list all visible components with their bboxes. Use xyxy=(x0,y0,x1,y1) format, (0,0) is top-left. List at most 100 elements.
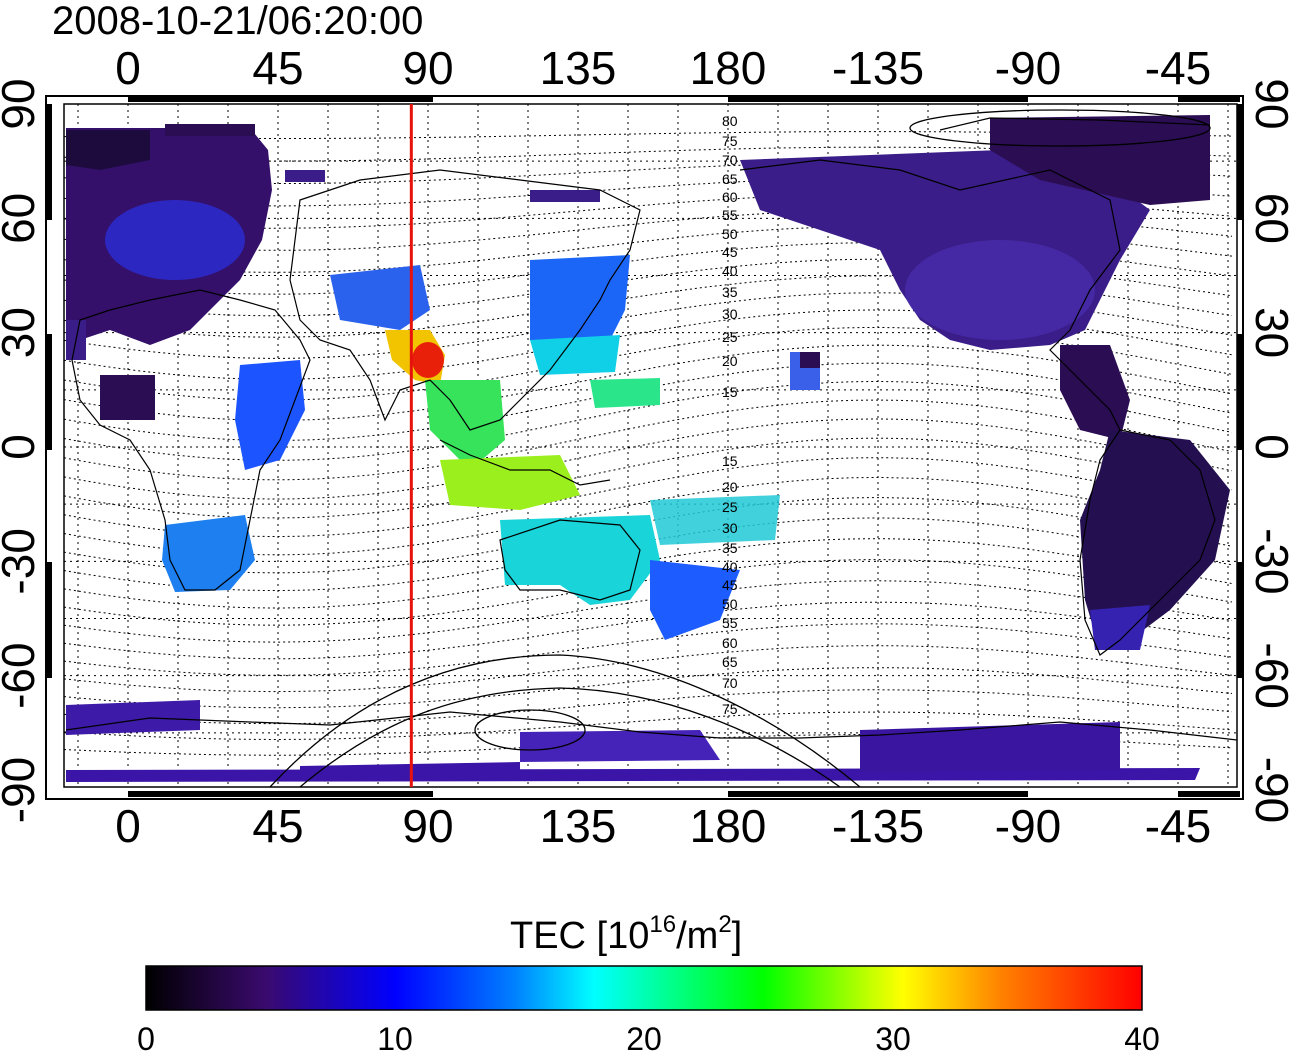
right-lat-label: 0 xyxy=(1246,434,1292,460)
tec-patch-arctic-asia xyxy=(285,170,325,182)
bottom-lon-label: 135 xyxy=(540,800,617,852)
bottom-lon-label: -45 xyxy=(1145,800,1211,852)
magnetic-latitude-line xyxy=(64,645,1233,693)
right-lat-label: 90 xyxy=(1246,78,1292,129)
magnetic-lat-label: 15 xyxy=(722,453,738,469)
top-lon-label: 90 xyxy=(402,42,453,94)
left-lat-label: 90 xyxy=(0,78,44,129)
magnetic-lat-label: 65 xyxy=(722,654,738,670)
tec-patch-canada-arctic xyxy=(990,115,1210,205)
magnetic-latitude-line xyxy=(64,580,1233,643)
magnetic-lat-label: 35 xyxy=(722,540,738,556)
bottom-lon-label: 90 xyxy=(402,800,453,852)
magnetic-latitude-line xyxy=(64,292,1233,359)
left-lat-label: -90 xyxy=(0,757,44,823)
tec-peak-india xyxy=(412,342,444,378)
magnetic-latitude-line xyxy=(64,497,1233,574)
tec-patch-australia xyxy=(500,515,660,605)
bottom-lon-label: -90 xyxy=(995,800,1061,852)
colorbar xyxy=(145,965,1143,1011)
magnetic-latitude-line xyxy=(64,258,1233,317)
magnetic-lat-label: 70 xyxy=(722,152,738,168)
tec-patch-se-asia xyxy=(425,380,505,470)
tec-patch-south-pacific xyxy=(650,495,780,545)
top-lon-label: -135 xyxy=(832,42,924,94)
colorbar-tick-label: 10 xyxy=(377,1021,413,1057)
tec-patch-usa-core xyxy=(905,240,1095,340)
magnetic-lat-label: 50 xyxy=(722,226,738,242)
tec-patch-antarctic-coast xyxy=(520,730,720,762)
magnetic-lat-label: 55 xyxy=(722,615,738,631)
coastlines xyxy=(65,117,1237,741)
magnetic-latitude-line xyxy=(64,418,1233,500)
magnetic-latitude-labels: 80 75 70 65 60 55 50 45 40 35 30 25 20 15 15 20 25 30 35 40… xyxy=(722,113,738,717)
magnetic-lat-label: 50 xyxy=(722,596,738,612)
colorbar-ticks: 0 10 20 30 40 xyxy=(137,1021,1160,1057)
right-lat-label: -90 xyxy=(1246,757,1292,823)
magnetic-lat-label: 65 xyxy=(722,171,738,187)
tec-patch-north-atlantic xyxy=(66,130,150,170)
colorbar-tick-label: 20 xyxy=(626,1021,662,1057)
magnetic-latitude-line xyxy=(64,193,1233,229)
top-lon-label: 135 xyxy=(540,42,617,94)
magnetic-latitude-line xyxy=(64,667,1233,709)
top-lon-label: -90 xyxy=(995,42,1061,94)
magnetic-lat-label: 30 xyxy=(722,306,738,322)
magnetic-latitude-line xyxy=(64,689,1233,725)
colorbar-tick-label: 30 xyxy=(875,1021,911,1057)
colorbar-tick-label: 40 xyxy=(1124,1021,1160,1057)
magnetic-lat-label: 20 xyxy=(722,479,738,495)
magnetic-lat-label: 75 xyxy=(722,701,738,717)
tec-patch-patagonia xyxy=(1090,605,1150,650)
magnetic-lat-label: 70 xyxy=(722,675,738,691)
right-lat-label: 30 xyxy=(1246,307,1292,358)
magnetic-latitude-line xyxy=(64,559,1233,626)
colorbar-title: TEC [1016/m2] xyxy=(510,911,742,957)
left-lat-label: -60 xyxy=(0,642,44,708)
magnetic-latitude-line xyxy=(64,275,1233,338)
magnetic-pole-contours xyxy=(269,109,1211,787)
tec-patch-south-africa xyxy=(162,515,255,592)
magnetic-latitude-line xyxy=(64,457,1233,537)
magnetic-lat-label: 25 xyxy=(722,499,738,515)
bottom-lon-label: 0 xyxy=(115,800,141,852)
bottom-lon-label: 45 xyxy=(252,800,303,852)
magnetic-latitude-line xyxy=(64,477,1233,556)
left-lat-label: 0 xyxy=(0,434,44,460)
bottom-lon-label: -135 xyxy=(832,800,924,852)
tec-patch-antarctica-east xyxy=(860,722,1120,772)
right-latitude-labels: 90 60 30 0 -30 -60 -90 xyxy=(1246,78,1292,823)
magnetic-latitude-line xyxy=(64,517,1233,591)
magnetic-latitude-line xyxy=(64,538,1233,609)
top-lon-label: -45 xyxy=(1145,42,1211,94)
tec-patch-arctic-europe xyxy=(165,124,255,136)
bottom-lon-label: 180 xyxy=(690,800,767,852)
magnetic-lat-label: 40 xyxy=(722,263,738,279)
magnetic-lat-label: 25 xyxy=(722,329,738,345)
left-lat-label: 30 xyxy=(0,307,44,358)
magnetic-lat-label: 75 xyxy=(722,133,738,149)
magnetic-latitude-line xyxy=(64,437,1233,519)
top-lon-label: 180 xyxy=(690,42,767,94)
left-latitude-labels: 90 60 30 0 -30 -60 -90 xyxy=(0,78,44,823)
right-lat-label: -60 xyxy=(1246,642,1292,708)
right-lat-label: 60 xyxy=(1246,193,1292,244)
tec-data-layer xyxy=(66,115,1230,782)
colorbar-tick-label: 0 xyxy=(137,1021,155,1057)
magnetic-lat-label: 40 xyxy=(722,559,738,575)
border-tick-bars xyxy=(46,96,1243,797)
top-longitude-labels: 0 45 90 135 180 -135 -90 -45 xyxy=(115,42,1211,94)
magnetic-lat-label: 15 xyxy=(722,384,738,400)
tec-patch-indonesia xyxy=(440,455,580,510)
tec-patch-south-china xyxy=(530,335,620,375)
tec-patch-antarctica-west xyxy=(66,700,200,735)
magnetic-latitude-line xyxy=(64,601,1233,660)
tec-patch-west-africa xyxy=(100,375,155,420)
timestamp-label: 2008-10-21/06:20:00 xyxy=(52,0,423,43)
tec-patch-central-asia xyxy=(330,265,430,330)
magnetic-lat-label: 60 xyxy=(722,635,738,651)
left-lat-label: 60 xyxy=(0,193,44,244)
magnetic-lat-label: 30 xyxy=(722,520,738,536)
magnetic-latitude-line xyxy=(64,623,1233,676)
